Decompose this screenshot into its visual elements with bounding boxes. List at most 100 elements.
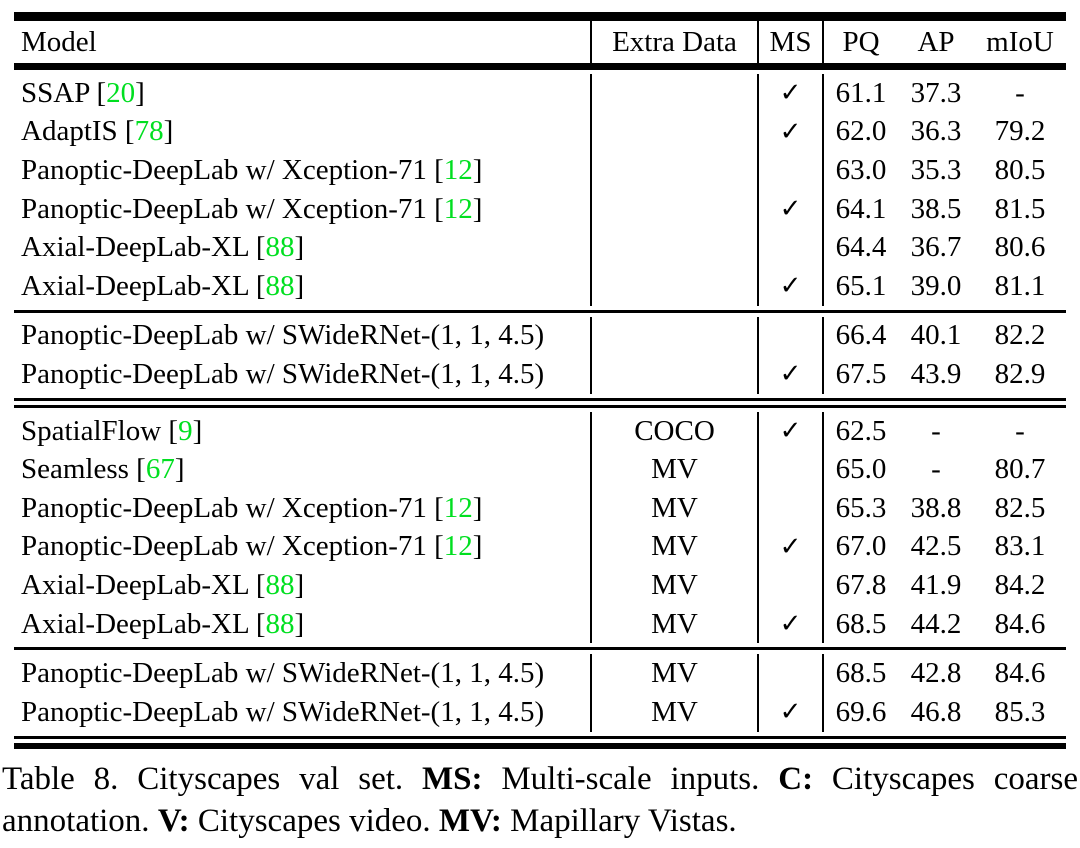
miou-cell: - [1015,414,1025,447]
checkmark-icon: ✓ [779,194,802,225]
model-cell: Axial-DeepLab-XL [88] [14,605,590,644]
ms-cell: ✓ [757,266,822,306]
checkmark-icon: ✓ [779,116,802,147]
model-name-suffix: ] [174,453,185,486]
model-name: Axial-DeepLab-XL [ [21,269,266,302]
pq-cell: 63.0 [822,151,898,190]
model-name: Axial-DeepLab-XL [ [21,231,266,264]
table-group-3: SpatialFlow [9] COCO ✓ 62.5 - - Seamless… [14,408,1066,648]
model-cell: Panoptic-DeepLab w/ Xception-71 [12] [14,151,590,190]
model-cell: SpatialFlow [9] [14,412,590,451]
miou-cell: 83.1 [994,530,1046,563]
miou-cell: 82.2 [994,319,1046,352]
checkmark-icon: ✓ [779,416,802,447]
extra-data-cell [590,189,757,229]
ms-cell: ✓ [757,411,822,451]
model-name: Panoptic-DeepLab w/ SWideRNet-(1, 1, 4.5… [21,319,545,352]
miou-cell: - [1015,76,1025,109]
group-separator-rule [14,309,1066,313]
model-name: Panoptic-DeepLab w/ Xception-71 [ [21,153,444,186]
checkmark-icon: ✓ [779,271,802,302]
pq-cell: 68.5 [822,654,898,693]
miou-cell: 81.1 [994,269,1046,302]
model-cell: SSAP [20] [14,74,590,113]
extra-data-cell [590,266,757,306]
citation-number: 9 [178,414,193,447]
citation-number: 12 [443,192,473,225]
model-name-suffix: ] [472,491,483,524]
header-miou: mIoU [986,25,1054,58]
model-name-suffix: ] [294,231,305,264]
miou-cell: 85.3 [994,695,1046,728]
ap-cell: 37.3 [910,76,962,109]
model-name-suffix: ] [294,269,305,302]
table-row: Seamless [67] MV 65.0 - 80.7 [14,450,1066,489]
ap-cell: 44.2 [910,607,962,640]
ap-cell: 46.8 [910,695,962,728]
pq-cell: 68.5 [822,604,898,644]
model-name-suffix: ] [472,153,483,186]
table-row: Panoptic-DeepLab w/ Xception-71 [12] ✓ 6… [14,189,1066,229]
pq-cell: 69.6 [822,692,898,732]
miou-cell: 82.5 [994,491,1046,524]
extra-data-cell: MV [590,566,757,605]
header-model: Model [21,25,97,58]
model-cell: Panoptic-DeepLab w/ SWideRNet-(1, 1, 4.5… [14,654,590,693]
miou-cell: 84.2 [994,568,1046,601]
model-name-suffix: ] [294,568,305,601]
citation-number: 88 [265,568,295,601]
ms-cell [757,316,822,356]
ms-cell [757,566,822,605]
header-ms: MS [757,21,822,63]
table-group-4: Panoptic-DeepLab w/ SWideRNet-(1, 1, 4.5… [14,650,1066,735]
model-cell: Panoptic-DeepLab w/ Xception-71 [12] [14,489,590,528]
miou-cell: 84.6 [994,607,1046,640]
ap-cell: - [931,414,941,447]
pq-cell: 67.8 [822,566,898,605]
pq-cell: 65.0 [822,450,898,489]
model-cell: Axial-DeepLab-XL [88] [14,267,590,306]
checkmark-icon: ✓ [779,609,802,640]
checkmark-icon: ✓ [779,697,802,728]
ms-cell [757,450,822,489]
table-row: Panoptic-DeepLab w/ Xception-71 [12] 63.… [14,151,1066,190]
model-name: Panoptic-DeepLab w/ SWideRNet-(1, 1, 4.5… [21,695,545,728]
table-row: Panoptic-DeepLab w/ SWideRNet-(1, 1, 4.5… [14,316,1066,356]
ms-cell: ✓ [757,74,822,113]
model-cell: Axial-DeepLab-XL [88] [14,566,590,605]
model-name: Panoptic-DeepLab w/ Xception-71 [ [21,192,444,225]
pq-cell: 67.0 [822,527,898,567]
model-name-suffix: ] [294,607,305,640]
caption-c-label: C: [778,760,814,797]
extra-data-cell [590,74,757,113]
model-name: AdaptIS [ [21,115,135,148]
model-cell: Panoptic-DeepLab w/ SWideRNet-(1, 1, 4.5… [14,355,590,394]
extra-data-cell: MV [590,692,757,732]
checkmark-icon: ✓ [779,78,802,109]
citation-number: 88 [265,269,295,302]
caption-text: Cityscapes video. [189,802,439,839]
miou-cell: 80.7 [994,453,1046,486]
citation-number: 67 [145,453,175,486]
ms-cell [757,654,822,693]
header-bottom-rule [14,63,1066,70]
table-row: Panoptic-DeepLab w/ Xception-71 [12] MV … [14,527,1066,567]
model-name-suffix: ] [472,192,483,225]
model-name: Panoptic-DeepLab w/ Xception-71 [ [21,491,444,524]
extra-data-cell: MV [590,488,757,528]
header-extra-data: Extra Data [590,21,757,63]
table-row: SSAP [20] ✓ 61.1 37.3 - [14,74,1066,113]
pq-cell: 64.4 [822,228,898,267]
header-pq: PQ [822,21,898,63]
ap-cell: 38.8 [910,491,962,524]
pq-cell: 64.1 [822,189,898,229]
ms-cell: ✓ [757,355,822,394]
model-name: Panoptic-DeepLab w/ Xception-71 [ [21,530,444,563]
table-group-1: SSAP [20] ✓ 61.1 37.3 - AdaptIS [78] ✓ 6… [14,70,1066,310]
model-cell: Panoptic-DeepLab w/ Xception-71 [12] [14,528,590,567]
model-cell: Panoptic-DeepLab w/ SWideRNet-(1, 1, 4.5… [14,317,590,356]
table-row: Axial-DeepLab-XL [88] MV 67.8 41.9 84.2 [14,566,1066,605]
pq-cell: 62.0 [822,112,898,152]
model-name: Seamless [ [21,453,146,486]
table-row: Panoptic-DeepLab w/ SWideRNet-(1, 1, 4.5… [14,355,1066,394]
